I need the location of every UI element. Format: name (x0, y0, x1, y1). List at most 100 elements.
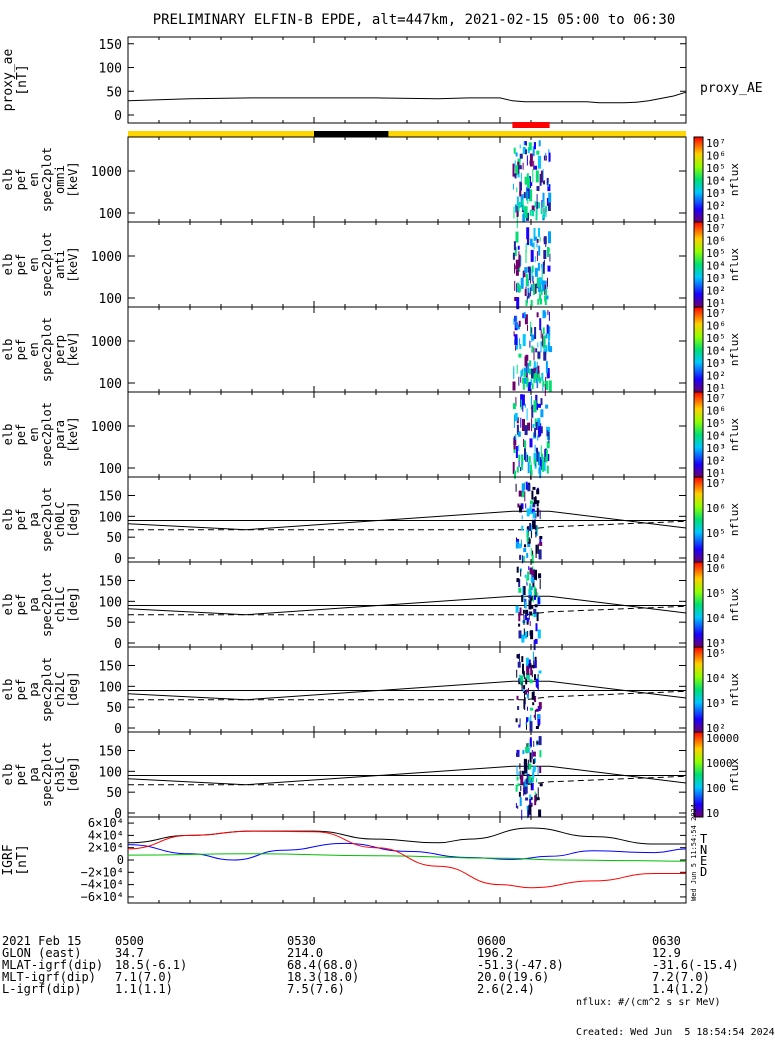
spectrogram-cell (549, 253, 551, 262)
spectrogram-cell (522, 377, 525, 384)
spectrogram-cell (524, 491, 526, 502)
spectrogram-cell (537, 435, 539, 441)
spectrogram-cell (522, 271, 524, 278)
spectrogram-cell (514, 263, 515, 274)
spectrogram-cell (526, 577, 528, 584)
y-axis-label: [nT] (15, 844, 30, 875)
spectrogram-cell (536, 201, 539, 209)
spectrogram-cell (537, 382, 539, 388)
spectrogram-cell (549, 346, 553, 353)
spectrogram-cell (523, 758, 527, 763)
spectrogram-cell (532, 769, 535, 779)
spectrogram-cell (534, 660, 537, 669)
colorbar-tick-label: 10⁴ (706, 175, 726, 188)
spectrogram-cell (518, 320, 521, 327)
xaxis-row-value: 68.4(68.0) (287, 958, 360, 972)
spectrogram-cell (544, 299, 547, 305)
xaxis-row-value: 214.0 (287, 946, 324, 960)
spectrogram-cell (526, 381, 529, 388)
spectrogram-cell (516, 364, 518, 374)
y-axis-label: pef (14, 679, 28, 701)
spectrogram-cell (545, 361, 548, 374)
y-axis-label: en (27, 172, 41, 186)
status-bar-red (512, 122, 550, 128)
spectrogram-cell (545, 241, 547, 248)
xaxis-row: MLAT-igrf(dip) 18.5(-6.1) 68.4(68.0) -51.3(… (2, 959, 739, 971)
spectrogram-cell (525, 366, 528, 378)
colorbar-tick-label: 10³ (706, 697, 726, 710)
spectrogram-cell (542, 261, 545, 274)
spectrogram-cell (537, 787, 539, 798)
igrf-line-T (127, 827, 686, 845)
y-axis-label: pef (14, 169, 28, 191)
spectrogram-cell (527, 759, 529, 770)
spectrogram-cell (516, 324, 520, 330)
spectrogram-cell (542, 201, 545, 208)
spectrogram-cell (546, 177, 549, 185)
spectrogram-cell (537, 714, 541, 725)
spectrogram-cell (537, 420, 541, 427)
spectrogram-cell (542, 327, 545, 335)
xaxis-row-value: 7.5(7.6) (287, 982, 345, 996)
colorbar-tick-label: 10⁴ (706, 672, 726, 685)
spectrogram-cell (539, 750, 542, 758)
colorbar-tick-label: 10⁵ (706, 247, 726, 260)
spectrogram-cell (520, 785, 522, 791)
spectrogram-cell (528, 595, 532, 599)
spectrogram-cell (542, 169, 544, 182)
spectrogram-cell (548, 311, 550, 321)
xaxis-row-value: 196.2 (477, 946, 514, 960)
spectrogram-cell (530, 284, 533, 292)
spectrogram-cell (525, 722, 527, 726)
spectrogram-cell (533, 289, 536, 295)
y-axis-label: [keV] (66, 161, 80, 197)
y-axis-label: IGRF (1, 844, 16, 875)
spectrogram-cell (532, 759, 535, 765)
igrf-legend-D: D (700, 865, 707, 879)
spectrogram-cell (545, 449, 548, 462)
spectrogram-cell (534, 638, 538, 644)
xaxis-row-value: 1.1(1.1) (115, 982, 173, 996)
spectrogram-cell (538, 702, 542, 710)
spectrogram-cell (533, 640, 536, 651)
spectrogram-cell (537, 351, 541, 359)
spectrogram-cell (526, 618, 529, 623)
y-axis-label: en (27, 342, 41, 356)
spectrogram-cell (517, 503, 520, 508)
spectrogram-cell (545, 295, 549, 300)
y-tick-label: 150 (99, 38, 122, 53)
spectrogram-cell (533, 347, 535, 361)
spectrogram-cell (546, 465, 549, 474)
y-axis-label: perp (53, 335, 67, 364)
spectrogram-cell (524, 440, 527, 449)
colorbar-tick-label: 10² (706, 370, 726, 383)
spectrogram-cell (528, 804, 532, 815)
spectrogram-cell (528, 269, 531, 281)
spectrogram-cell (516, 776, 519, 781)
spectrogram-cell (522, 213, 526, 222)
spectrogram-cell (526, 717, 528, 723)
spectrogram-cell (547, 184, 551, 192)
spectrogram-cell (531, 395, 532, 407)
spectrogram-cell (535, 708, 539, 712)
y-axis-label: spec2plot (40, 742, 54, 807)
spectrogram-cell (528, 663, 530, 668)
colorbar-label: nflux (728, 163, 741, 196)
spectrogram-cell (534, 267, 538, 277)
spectrogram-cell (526, 508, 530, 517)
spectrogram-cell (534, 256, 536, 263)
spectrogram-cell (517, 161, 520, 174)
spectrogram-cell (539, 783, 543, 787)
spectrogram-cell (527, 422, 531, 431)
y-axis-label: pa (27, 682, 41, 696)
spectrogram-cell (546, 324, 549, 334)
spectrogram-cell (538, 155, 541, 169)
y-axis-label: spec2plot (40, 232, 54, 297)
spectrogram-cell (521, 809, 523, 820)
y-axis-label: en (27, 427, 41, 441)
colorbar (693, 476, 704, 563)
spectrogram-cell (538, 573, 542, 579)
spectrogram-cell (513, 331, 515, 337)
spectrogram-cell (518, 165, 522, 170)
